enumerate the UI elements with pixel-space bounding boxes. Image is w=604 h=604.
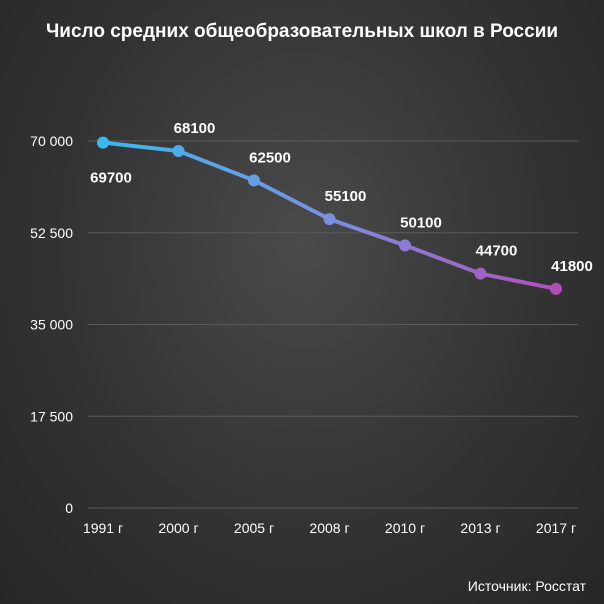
data-point bbox=[474, 267, 487, 280]
y-tick-label: 35 000 bbox=[30, 317, 73, 333]
data-label: 68100 bbox=[174, 120, 216, 137]
x-tick-label: 2005 г bbox=[234, 520, 274, 536]
data-label: 69700 bbox=[90, 170, 132, 187]
data-label: 44700 bbox=[476, 243, 518, 260]
y-axis-ticks: 0 17 500 35 000 52 500 70 000 bbox=[30, 133, 73, 516]
series-points bbox=[97, 136, 562, 295]
data-point bbox=[248, 174, 260, 187]
data-point bbox=[172, 144, 185, 157]
x-tick-label: 2010 г bbox=[385, 520, 425, 536]
data-label: 55100 bbox=[325, 188, 367, 205]
source-note: Источник: Росстат bbox=[467, 578, 586, 594]
y-tick-label: 70 000 bbox=[30, 133, 73, 149]
x-tick-label: 2008 г bbox=[309, 520, 349, 536]
data-label: 62500 bbox=[249, 149, 291, 166]
y-tick-label: 52 500 bbox=[30, 225, 73, 241]
x-axis-ticks: 1991 г 2000 г 2005 г 2008 г 2010 г 2013 г 2017… bbox=[83, 520, 576, 536]
data-label: 50100 bbox=[400, 214, 442, 231]
data-labels: 69700 68100 62500 55100 50100 44700 41800 bbox=[90, 120, 593, 275]
data-point bbox=[97, 136, 109, 149]
data-label: 41800 bbox=[551, 258, 593, 275]
x-tick-label: 1991 г bbox=[83, 520, 123, 536]
data-point bbox=[399, 239, 411, 252]
y-tick-label: 17 500 bbox=[30, 408, 73, 424]
x-tick-label: 2017 г bbox=[536, 520, 576, 536]
grid-lines bbox=[88, 140, 578, 509]
data-point bbox=[550, 282, 562, 295]
x-tick-label: 2013 г bbox=[460, 520, 500, 536]
chart-title: Число средних общеобразовательных школ в… bbox=[45, 21, 559, 42]
x-tick-label: 2000 г bbox=[158, 520, 198, 536]
data-point bbox=[323, 213, 336, 226]
y-tick-label: 0 bbox=[65, 500, 73, 516]
